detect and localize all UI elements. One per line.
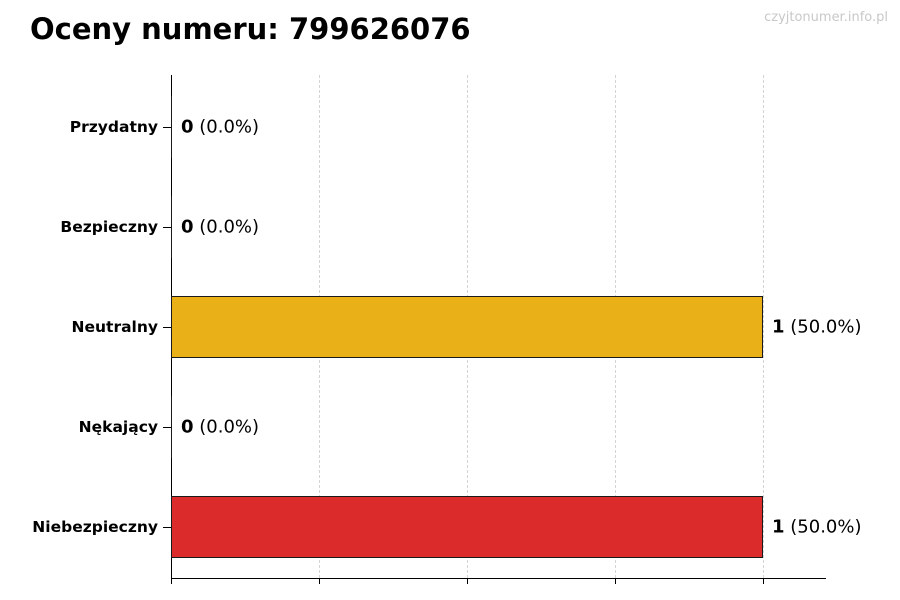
- bar-value-percent-bezpieczny: (0.0%): [199, 216, 260, 238]
- category-label-niebezpieczny: Niebezpieczny: [32, 518, 158, 536]
- bar-niebezpieczny: [171, 496, 763, 558]
- category-label-bezpieczny: Bezpieczny: [60, 218, 158, 236]
- category-label-nekajacy: Nękający: [78, 418, 158, 436]
- bar-value-przydatny: 0 (0.0%): [181, 117, 259, 138]
- bar-nekajacy: [171, 396, 172, 458]
- bar-value-percent-neutralny: (50.0%): [790, 316, 862, 338]
- x-axis-tick-3: [615, 578, 616, 584]
- y-axis-tick-niebezpieczny: [163, 527, 171, 528]
- bar-value-niebezpieczny: 1 (50.0%): [772, 517, 862, 538]
- category-label-neutralny: Neutralny: [71, 318, 158, 336]
- bar-value-number-nekajacy: 0: [181, 416, 194, 438]
- x-axis-tick-1: [319, 578, 320, 584]
- x-axis-tick-4: [763, 578, 764, 584]
- watermark-label: czyjtonumer.info.pl: [764, 10, 888, 25]
- x-axis-line: [171, 578, 826, 579]
- bar-value-number-niebezpieczny: 1: [772, 516, 785, 538]
- bar-neutralny: [171, 296, 763, 358]
- page-title: Oceny numeru: 799626076: [30, 12, 471, 46]
- y-axis-tick-nekajacy: [163, 427, 171, 428]
- bar-przydatny: [171, 96, 172, 158]
- bar-value-nekajacy: 0 (0.0%): [181, 417, 259, 438]
- category-label-przydatny: Przydatny: [69, 118, 158, 136]
- gridline-4: [763, 75, 764, 578]
- y-axis-tick-neutralny: [163, 327, 171, 328]
- bar-value-percent-niebezpieczny: (50.0%): [790, 516, 862, 538]
- bar-value-number-przydatny: 0: [181, 116, 194, 138]
- bar-value-bezpieczny: 0 (0.0%): [181, 217, 259, 238]
- bar-value-neutralny: 1 (50.0%): [772, 317, 862, 338]
- bar-value-percent-nekajacy: (0.0%): [199, 416, 260, 438]
- bar-value-percent-przydatny: (0.0%): [199, 116, 260, 138]
- y-axis-tick-bezpieczny: [163, 227, 171, 228]
- x-axis-tick-2: [467, 578, 468, 584]
- bar-bezpieczny: [171, 196, 172, 258]
- bar-value-number-bezpieczny: 0: [181, 216, 194, 238]
- x-axis-tick-0: [171, 578, 172, 584]
- y-axis-tick-przydatny: [163, 127, 171, 128]
- bar-value-number-neutralny: 1: [772, 316, 785, 338]
